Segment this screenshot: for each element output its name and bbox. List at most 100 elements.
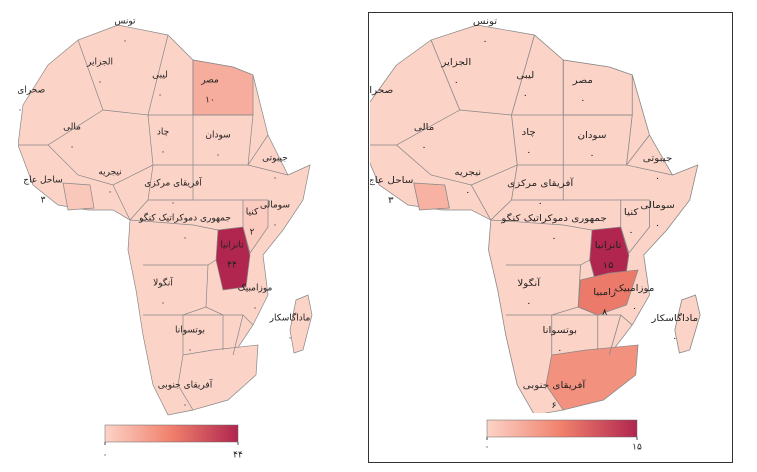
region-name: لیبی <box>516 70 534 80</box>
region-value: ۰ <box>580 95 586 105</box>
region-name: تانزانیا <box>220 241 244 251</box>
map-panel: تونس ۰ الجزایر ۰ لیبی ۰ مصر ۱۰ صحرای غربی ۰ مالی ۰ چ… <box>0 17 313 416</box>
border <box>143 264 209 316</box>
panel-border <box>368 12 733 463</box>
region <box>62 182 95 211</box>
border <box>626 164 673 176</box>
border <box>183 314 224 350</box>
region-value: ۱۰ <box>205 96 215 106</box>
region-name: سودان <box>205 131 230 141</box>
border <box>129 199 149 221</box>
region-name: مالی <box>414 122 434 132</box>
region-name: کنیا <box>624 207 639 217</box>
region-value: ۰ <box>288 334 293 344</box>
map-panel: تونس ۰ الجزایر ۰ لیبی ۰ مصر ۰ صحرای غربی ۰ مالی ۰ چا… <box>335 16 701 413</box>
region-value: ۰ <box>70 143 75 153</box>
region-value: ۰ <box>523 90 529 100</box>
region <box>562 59 633 116</box>
border <box>77 34 169 116</box>
region <box>192 59 254 116</box>
region-value: ۰ <box>188 346 193 356</box>
region-value: ۰ <box>482 36 488 46</box>
region-value: ۶ <box>551 400 557 410</box>
region-value: ۰ <box>183 401 188 411</box>
region-value: ۰ <box>557 345 563 355</box>
colorbar-label: ۴۴ <box>233 451 243 461</box>
region-name: سودان <box>577 130 606 140</box>
region-value: ۰ <box>465 187 471 197</box>
colorbar-label: ۱۵ <box>632 443 642 453</box>
region-name: آفریقای جنوبی <box>158 379 213 391</box>
region-name: آفریقای جنوبی <box>523 379 587 391</box>
region-value: ۴۴ <box>227 261 237 271</box>
colorbar-bar <box>486 419 638 438</box>
region-value: ۰ <box>171 199 176 209</box>
colorbar-bar <box>104 424 239 443</box>
border <box>247 134 269 166</box>
colorbar-label: ۰ <box>485 443 490 453</box>
region-name: صحرای غربی <box>335 85 393 95</box>
border <box>232 314 244 356</box>
border <box>430 34 535 116</box>
region-name: لیبی <box>152 71 168 81</box>
region-name: مصر <box>200 76 219 86</box>
region-name: چاد <box>157 128 169 138</box>
region-value: ۰ <box>161 299 166 309</box>
region-name: موزامبیک <box>238 284 273 294</box>
region <box>620 199 650 254</box>
region-name: ساحل عاج <box>368 175 413 185</box>
region-name: مالی <box>63 123 81 133</box>
region-value: ۳ <box>41 196 46 206</box>
region-name: تانزانیا <box>595 240 622 250</box>
region-name: آفریقای مرکزی <box>144 177 202 189</box>
island <box>289 294 313 354</box>
region-value: ۰ <box>273 174 278 184</box>
region-name: نیجریه <box>98 168 121 178</box>
region-value: ۰ <box>253 304 258 314</box>
region-value: ۰ <box>589 150 595 160</box>
region-value: ۰ <box>123 37 128 47</box>
region-value: ۰ <box>216 151 221 161</box>
region <box>545 344 639 411</box>
region-value: ۰ <box>672 333 678 343</box>
region-name: مصر <box>572 75 593 85</box>
region-name: موزامبیک <box>615 283 655 293</box>
region-value: ۳ <box>388 195 394 205</box>
region-name: آفریقای مرکزی <box>507 177 575 189</box>
region-value: ۰ <box>158 91 163 101</box>
region-name: چاد <box>522 127 536 137</box>
border <box>112 184 131 221</box>
border <box>490 219 593 231</box>
region-value: ۰ <box>537 198 543 208</box>
region-value: ۲ <box>250 228 255 238</box>
region-value: ۰ <box>273 221 278 231</box>
region-value: ۰ <box>98 78 103 88</box>
border <box>626 134 650 166</box>
region <box>413 182 450 211</box>
border <box>608 314 622 356</box>
region-value: ۰ <box>108 188 113 198</box>
region-value: ۰ <box>454 77 460 87</box>
region-value: ۰ <box>183 234 188 244</box>
region-name: کنیا <box>246 208 259 218</box>
border <box>247 164 289 176</box>
region-name: الجزایر <box>440 57 471 67</box>
region-name: سومالی <box>260 201 290 211</box>
border <box>578 306 633 326</box>
region-value: ۰ <box>161 148 166 158</box>
region <box>177 344 259 411</box>
region-name: آنگولا <box>153 277 173 289</box>
border <box>551 314 599 350</box>
region-name: ماداگاسکار <box>650 312 698 323</box>
region-value: ۰ <box>551 233 557 243</box>
region <box>242 199 269 254</box>
colorbar-label: ۰ <box>103 451 108 461</box>
colorbar: ۰ ۴۴ <box>103 424 243 461</box>
region-name: صحرای غربی <box>0 86 45 96</box>
border <box>490 199 512 221</box>
region-name: ماداگاسکار <box>269 312 311 324</box>
region-name: جمهوری دموکراتیک کنگو <box>138 212 231 224</box>
region-name: جیبوتی <box>262 154 288 164</box>
region-value: ۸ <box>602 307 608 317</box>
